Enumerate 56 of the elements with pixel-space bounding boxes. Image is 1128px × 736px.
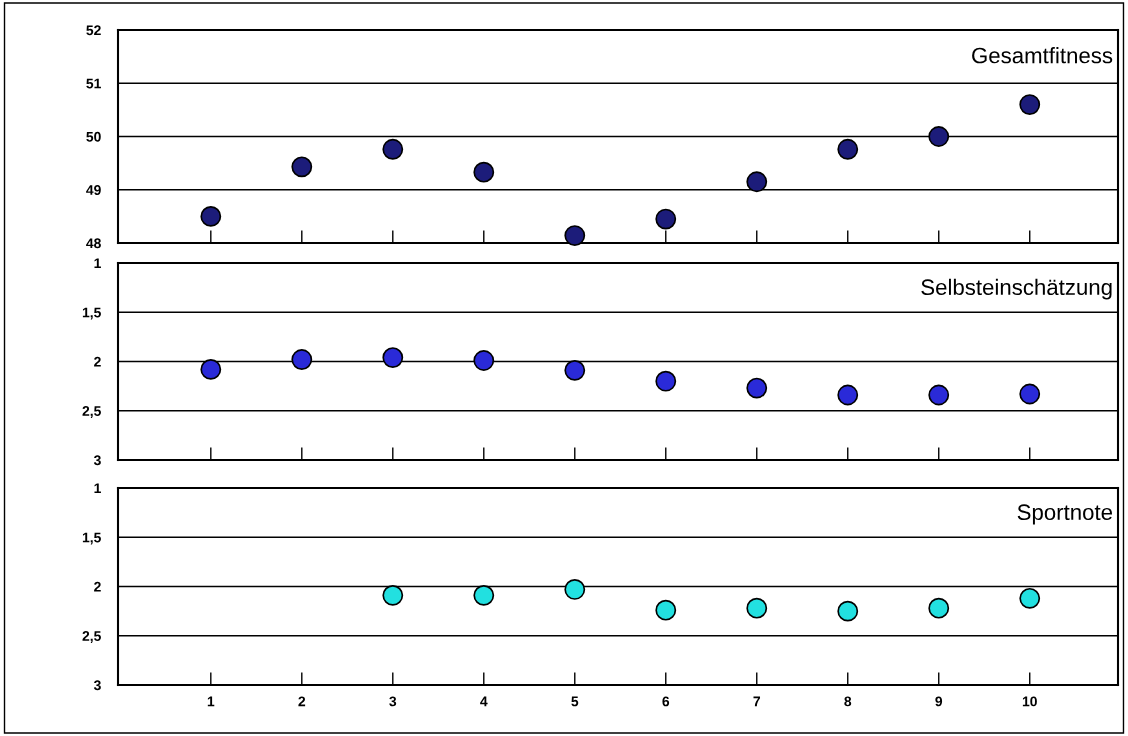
point bbox=[1019, 383, 1041, 405]
text: Sportnote bbox=[1017, 504, 1113, 525]
x-tick-label: 6 bbox=[662, 696, 670, 707]
point bbox=[382, 584, 404, 606]
y-tick-label: 2,5 bbox=[82, 631, 101, 643]
point bbox=[928, 126, 950, 147]
point bbox=[1019, 94, 1041, 115]
y-tick-label: 1,5 bbox=[82, 532, 101, 545]
y-tick-label: 51 bbox=[86, 78, 101, 89]
x-tick-label: 7 bbox=[753, 696, 761, 707]
y-tick-label: 1 bbox=[94, 483, 101, 494]
point bbox=[200, 358, 222, 380]
point bbox=[291, 349, 313, 370]
point bbox=[655, 370, 677, 392]
x-tick-label: 3 bbox=[389, 696, 397, 707]
x-tick-label: 10 bbox=[1022, 696, 1037, 707]
y-tick-label: 52 bbox=[86, 25, 101, 36]
point bbox=[746, 171, 768, 193]
y-tick-label: 2 bbox=[94, 581, 101, 592]
x-tick-label: 1 bbox=[207, 696, 215, 707]
point bbox=[746, 377, 768, 399]
y-tick-label: 1 bbox=[94, 258, 101, 269]
y-tick-label: 3 bbox=[93, 455, 101, 466]
y-tick-label: 3 bbox=[93, 680, 101, 691]
point bbox=[564, 579, 586, 600]
y-tick-label: 2 bbox=[94, 356, 101, 367]
y-tick-label: 1,5 bbox=[82, 307, 101, 320]
y-tick-label: 48 bbox=[86, 238, 101, 249]
point bbox=[564, 359, 586, 381]
x-tick-label: 2 bbox=[298, 696, 306, 707]
point bbox=[200, 205, 222, 227]
point bbox=[382, 138, 404, 160]
point bbox=[655, 599, 677, 621]
point bbox=[291, 156, 313, 178]
point bbox=[746, 597, 768, 619]
x-tick-label: 4 bbox=[480, 696, 488, 707]
x-tick-label: 8 bbox=[844, 696, 852, 707]
x-tick-label: 5 bbox=[571, 696, 579, 707]
x-tick-label: 9 bbox=[935, 696, 943, 707]
text: Gesamtfitness bbox=[972, 47, 1113, 64]
y-tick-label: 49 bbox=[86, 185, 101, 195]
point bbox=[1019, 587, 1041, 609]
point bbox=[837, 600, 859, 622]
point bbox=[837, 384, 859, 406]
point bbox=[655, 208, 677, 230]
point bbox=[473, 161, 495, 183]
point bbox=[928, 384, 950, 406]
point bbox=[928, 597, 950, 619]
point bbox=[837, 138, 859, 160]
point bbox=[473, 350, 495, 371]
point bbox=[564, 225, 586, 246]
text: Selbsteinschätzung bbox=[921, 278, 1112, 300]
y-tick-label: 2,5 bbox=[82, 406, 101, 418]
y-tick-label: 50 bbox=[86, 131, 101, 142]
point bbox=[473, 584, 495, 606]
point bbox=[382, 347, 404, 368]
